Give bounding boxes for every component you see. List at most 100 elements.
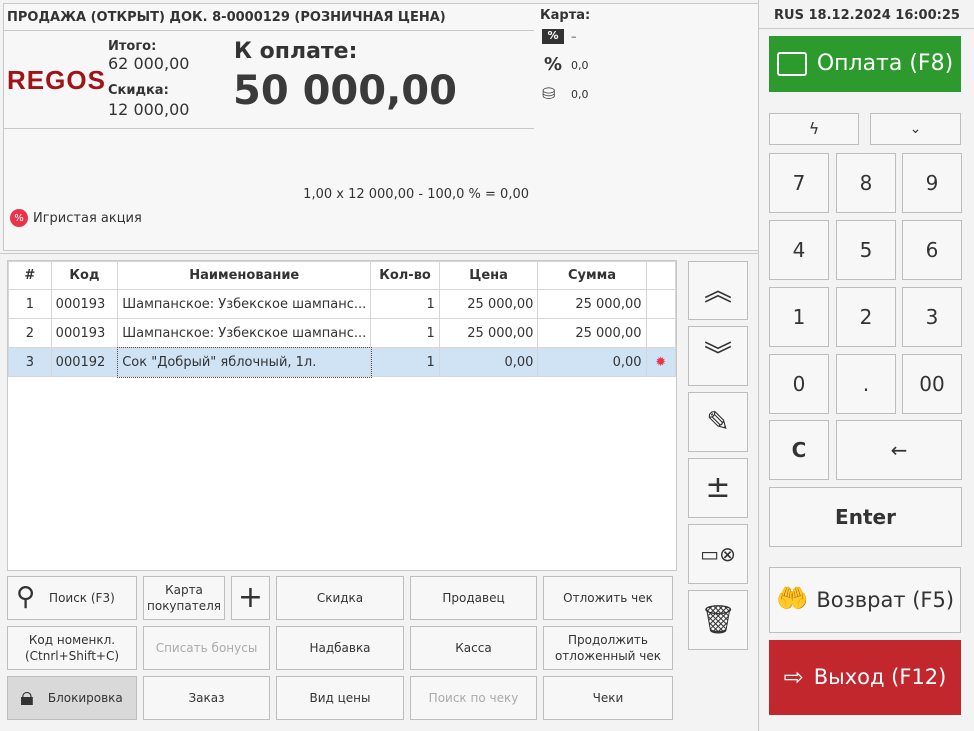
coins-icon: ⛁: [542, 84, 556, 103]
enter-button[interactable]: Enter: [769, 487, 962, 547]
search-label: Поиск (F3): [49, 590, 115, 605]
row-sum: 25 000,00: [537, 318, 647, 348]
row-promo-cell: [645, 318, 677, 348]
promo-label: Игристая акция: [33, 210, 142, 226]
resume-button[interactable]: Продолжить отложенный чек: [543, 626, 673, 670]
column-header-name[interactable]: Наименование: [117, 261, 372, 290]
item-code-button[interactable]: Код номенкл. (Ctnrl+Shift+C): [7, 626, 137, 670]
markup-button[interactable]: Надбавка: [276, 626, 404, 670]
row-price: 0,00: [438, 347, 539, 377]
right-panel: RUS 18.12.2024 16:00:25: [758, 0, 974, 731]
calc-line: 1,00 x 12 000,00 - 100,0 % = 0,00: [303, 187, 529, 202]
key-9[interactable]: 9: [902, 153, 962, 213]
logo: REGOS: [7, 65, 106, 95]
discount-label: Скидка:: [108, 83, 169, 98]
totals-row: REGOS Итого: 62 000,00 Скидка: 12 000,00…: [4, 31, 534, 129]
column-header-qty[interactable]: Кол-во: [370, 261, 440, 290]
discount-value: 12 000,00: [108, 100, 190, 119]
key-00[interactable]: 00: [902, 354, 962, 414]
document-title: ПРОДАЖА (ОТКРЫТ) ДОК. 8-0000129 (РОЗНИЧН…: [4, 4, 534, 31]
backspace-key[interactable]: ←: [836, 420, 962, 480]
promo-icon: ✹: [655, 354, 667, 370]
row-number: 2: [8, 318, 52, 348]
scroll-down-button[interactable]: ︾: [688, 326, 748, 386]
write-off-bonus-button[interactable]: Списать бонусы: [143, 626, 270, 670]
pay-button[interactable]: Оплата (F8): [769, 36, 961, 92]
add-button[interactable]: +: [231, 576, 270, 620]
row-sum: 0,00: [537, 347, 647, 377]
promo: % Игристая акция: [10, 209, 142, 227]
discount-card-icon: %: [542, 29, 564, 44]
percent-icon: %: [544, 54, 563, 75]
customer-card-button[interactable]: Карта покупателя: [143, 576, 225, 620]
seller-button[interactable]: Продавец: [410, 576, 537, 620]
row-qty: 1: [370, 289, 440, 319]
double-chevron-up-icon: ︽: [703, 273, 732, 307]
money-hand-icon: 🤲: [775, 584, 809, 615]
key-C[interactable]: C: [769, 420, 829, 480]
search-button[interactable]: ⚲ Поиск (F3): [7, 576, 137, 620]
lock-label: Блокировка: [47, 690, 123, 705]
key-1[interactable]: 1: [769, 287, 829, 347]
total-value: 62 000,00: [108, 54, 190, 73]
return-button[interactable]: 🤲 Возврат (F5): [769, 567, 961, 633]
receipt-search-button[interactable]: Поиск по чеку: [410, 676, 537, 720]
items-table[interactable]: # Код Наименование Кол-во Цена Сумма 1 00…: [7, 260, 677, 571]
receipts-button[interactable]: Чеки: [543, 676, 673, 720]
row-qty: 1: [370, 318, 440, 348]
pay-button-label: Оплата (F8): [816, 51, 954, 77]
price-type-button[interactable]: Вид цены: [276, 676, 404, 720]
card-label: Карта:: [540, 8, 591, 23]
discount-button[interactable]: Скидка: [276, 576, 404, 620]
row-code: 000193: [50, 289, 119, 319]
key-4[interactable]: 4: [769, 220, 829, 280]
order-button[interactable]: Заказ: [143, 676, 270, 720]
card-discount-value: –: [571, 30, 577, 43]
key-2[interactable]: 2: [836, 287, 896, 347]
postpone-button[interactable]: Отложить чек: [543, 576, 673, 620]
table-row[interactable]: 1 000193 Шампанское: Узбекское шампанс... 1…: [8, 289, 677, 319]
key-8[interactable]: 8: [836, 153, 896, 213]
pay-label: К оплате:: [234, 39, 358, 64]
key-7[interactable]: 7: [769, 153, 829, 213]
row-price: 25 000,00: [438, 318, 539, 348]
pencil-icon: ✎: [706, 405, 730, 439]
remove-item-button[interactable]: ▭⊗: [688, 524, 748, 584]
card-bonus-value: 0,0: [571, 88, 589, 101]
expand-button[interactable]: ⌄: [870, 113, 961, 145]
card-percent-value: 0,0: [571, 59, 589, 72]
plus-icon: +: [237, 579, 264, 615]
scroll-up-button[interactable]: ︽: [688, 261, 748, 320]
key-6[interactable]: 6: [902, 220, 962, 280]
search-icon: ⚲: [16, 582, 36, 613]
promo-icon: %: [10, 209, 28, 227]
plus-minus-icon: ±: [705, 469, 731, 505]
lock-button[interactable]: 🔒︎ Блокировка: [7, 676, 137, 720]
column-header-code[interactable]: Код: [50, 261, 119, 290]
key-3[interactable]: 3: [902, 287, 962, 347]
column-header-number[interactable]: #: [8, 261, 52, 290]
row-code: 000192: [50, 347, 119, 377]
lock-icon: 🔒︎: [20, 682, 34, 713]
double-chevron-down-icon: ︾: [703, 339, 732, 373]
row-name: Шампанское: Узбекское шампанс...: [117, 289, 372, 319]
exit-button[interactable]: ⇨ Выход (F12): [769, 640, 961, 715]
row-promo-cell: [645, 289, 677, 319]
column-header-sum[interactable]: Сумма: [537, 261, 647, 290]
edit-button[interactable]: ✎: [688, 392, 748, 452]
table-row[interactable]: 2 000193 Шампанское: Узбекское шампанс... 1…: [8, 318, 677, 348]
quantity-button[interactable]: ±: [688, 458, 748, 518]
delete-button[interactable]: 🗑: [688, 590, 748, 650]
key-5[interactable]: 5: [836, 220, 896, 280]
table-row[interactable]: 3 000192 Сок "Добрый" яблочный, 1л. 1 0,00 0,…: [8, 346, 677, 378]
row-name: Сок "Добрый" яблочный, 1л.: [116, 346, 372, 378]
key-0[interactable]: 0: [769, 354, 829, 414]
key-dot[interactable]: .: [836, 354, 896, 414]
return-label: Возврат (F5): [816, 587, 955, 612]
quick-button[interactable]: ϟ: [769, 113, 859, 145]
total-label: Итого:: [108, 39, 157, 54]
column-header-price[interactable]: Цена: [438, 261, 539, 290]
cash-button[interactable]: Касса: [410, 626, 537, 670]
lightning-icon: ϟ: [808, 119, 820, 139]
exit-icon: ⇨: [783, 663, 804, 692]
